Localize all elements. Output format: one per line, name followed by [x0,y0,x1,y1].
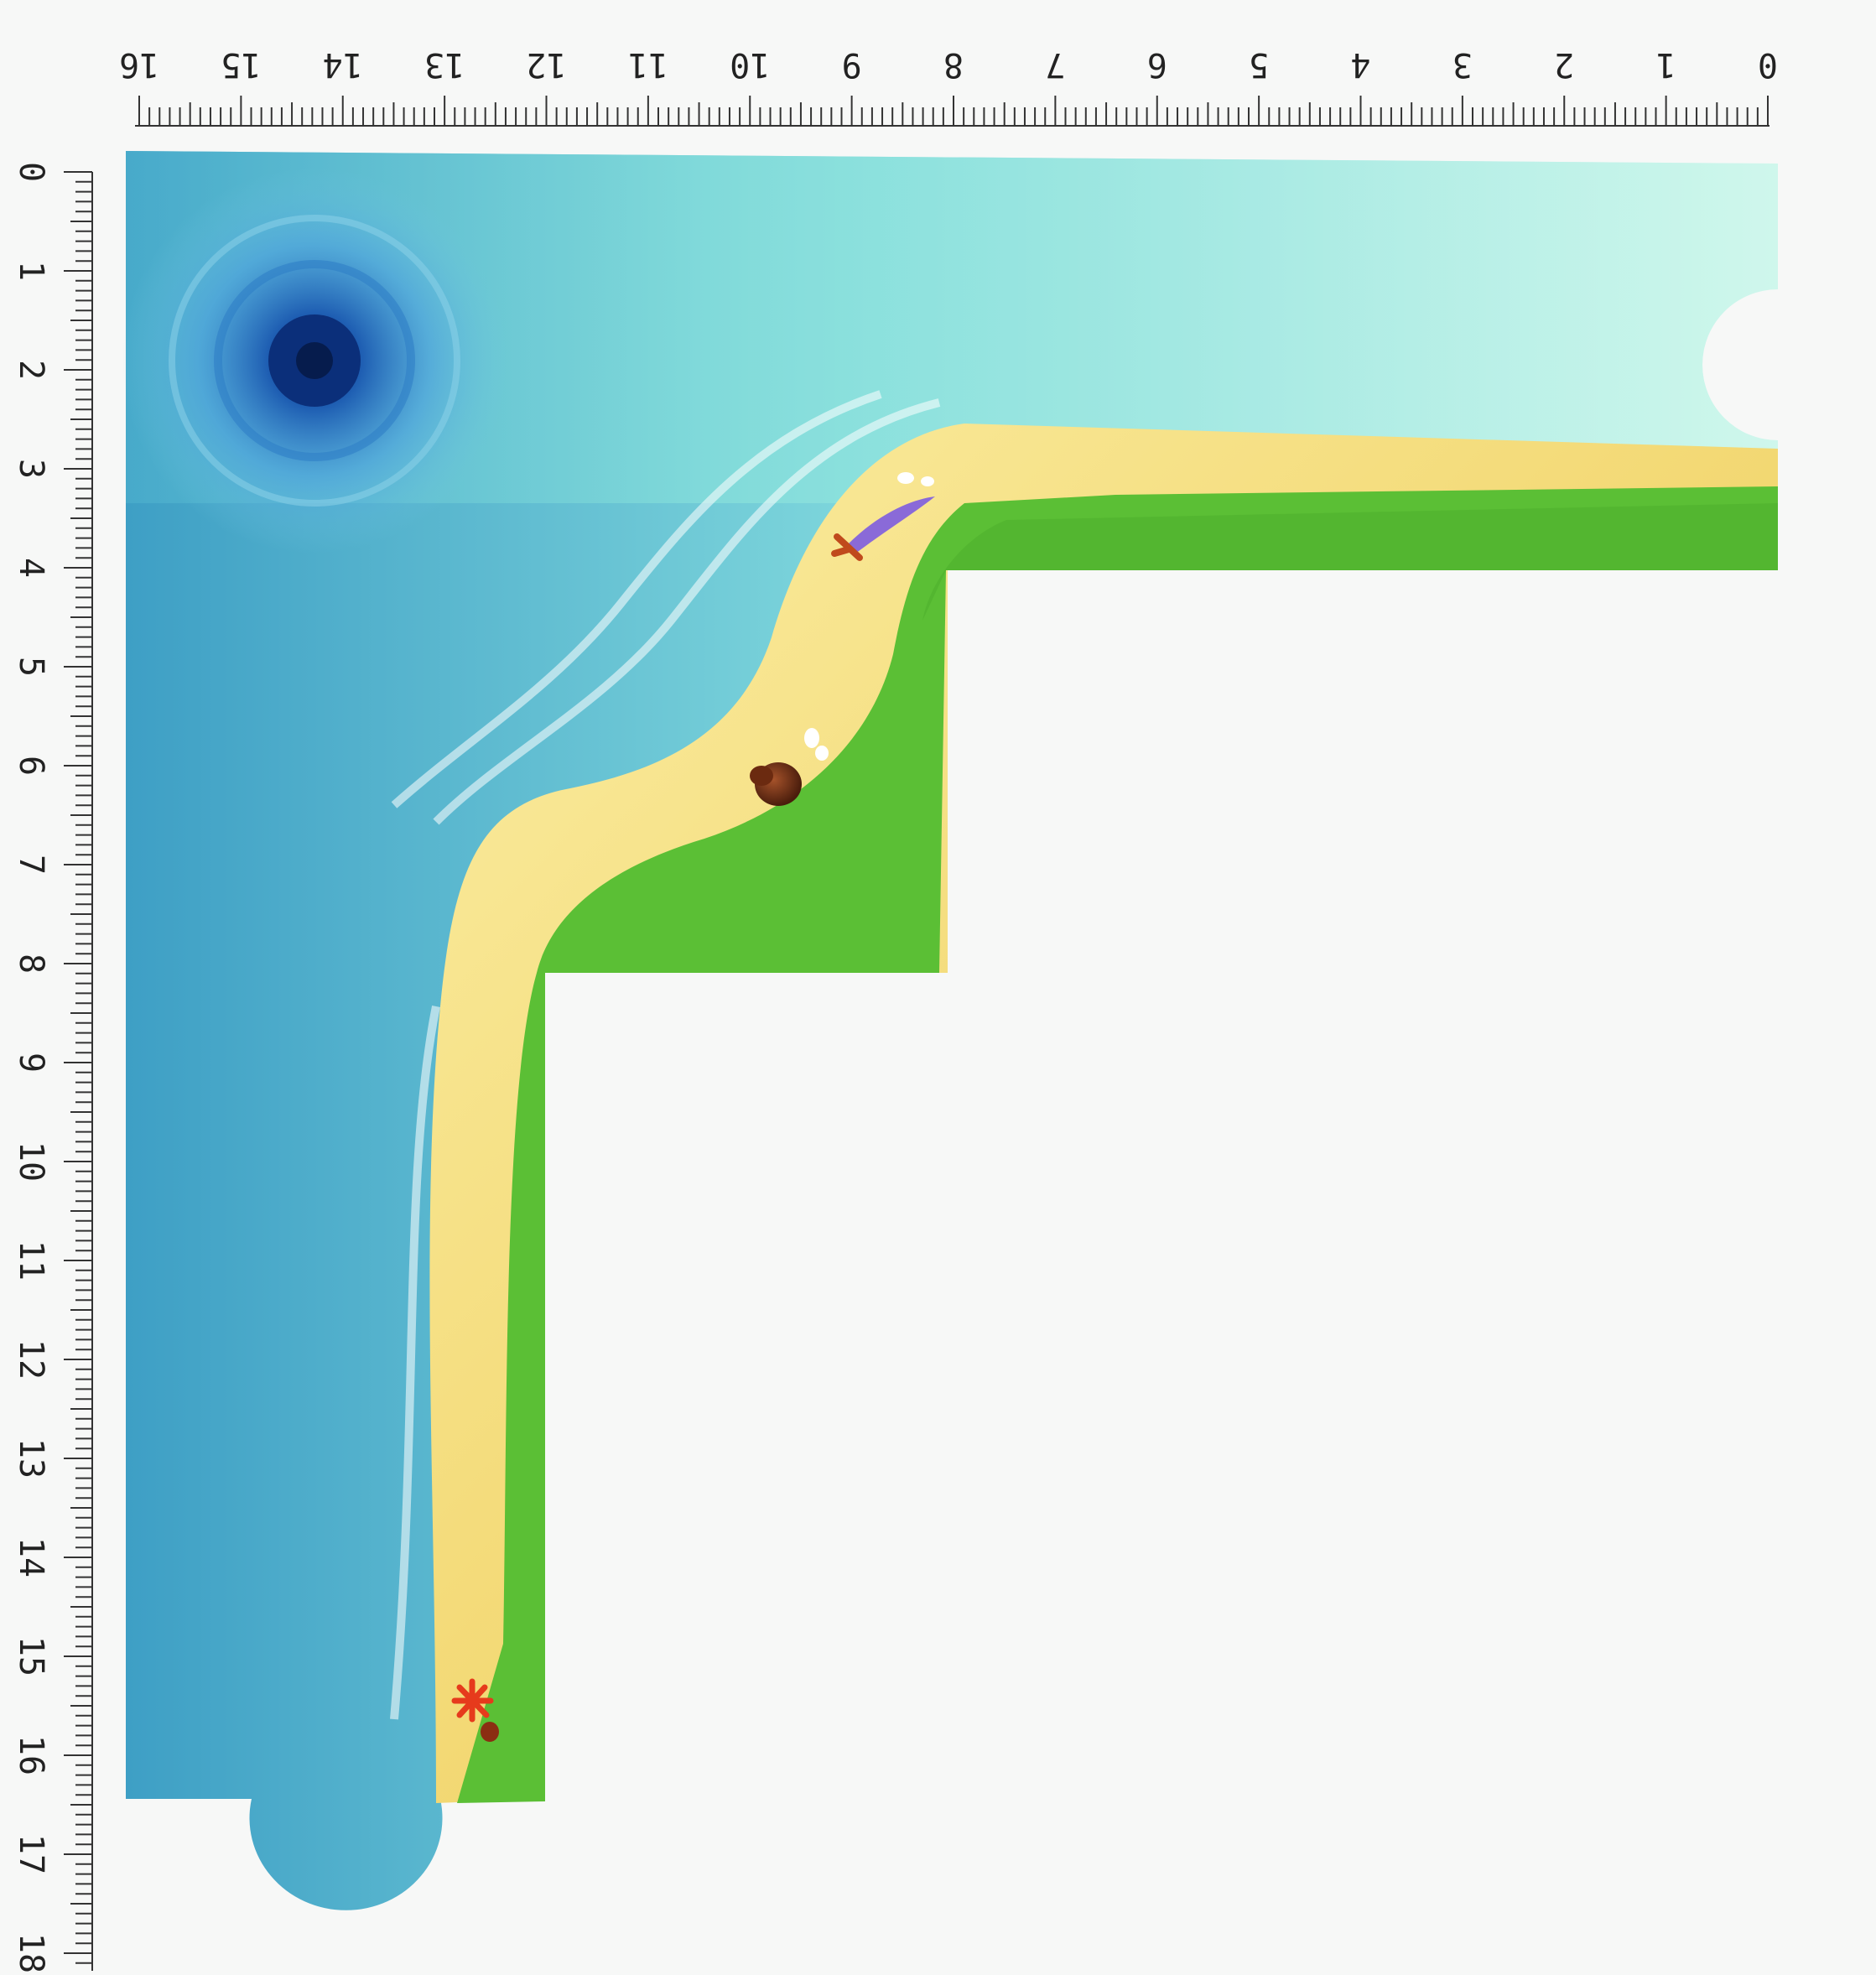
left-ruler-label: 10 [12,1141,50,1182]
left-ruler-label: 6 [12,756,50,776]
left-ruler-label: 16 [12,1735,50,1775]
top-ruler-label: 1 [1656,45,1676,84]
top-ruler-label: 6 [1147,45,1167,84]
top-ruler-label: 3 [1452,45,1473,84]
top-ruler-label: 13 [424,45,465,84]
top-ruler-label: 5 [1249,45,1269,84]
left-ruler-label: 13 [12,1438,50,1479]
pebble-icon [481,1722,499,1742]
sparkle-icon-2 [804,728,829,761]
top-ruler-label: 11 [628,45,668,84]
top-ruler-label: 12 [526,45,566,84]
left-ruler-label: 11 [12,1240,50,1281]
top-ruler-label: 0 [1758,45,1778,84]
left-ruler-label: 2 [12,360,50,380]
top-ruler-label: 15 [221,45,261,84]
top-ruler-label: 16 [119,45,159,84]
left-ruler-label: 18 [12,1933,50,1973]
grass-area [457,486,1778,1803]
top-ruler-label: 8 [943,45,964,84]
left-ruler-label: 17 [12,1834,50,1874]
sword-icon [831,496,935,561]
whirlpool-icon [122,168,507,554]
left-ruler-label: 12 [12,1339,50,1380]
left-ruler-label: 3 [12,459,50,479]
left-ruler-label: 8 [12,954,50,974]
shell-icon [750,762,802,806]
left-ruler-label: 5 [12,657,50,677]
left-ruler-label: 1 [12,261,50,281]
left-ruler-label: 4 [12,558,50,578]
foam-streaks [390,390,941,1720]
left-ruler-label: 14 [12,1537,50,1577]
top-ruler-labels: 16 15 14 13 12 11 10 9 8 7 6 5 4 3 2 1 0 [119,45,1778,84]
top-ruler-ticks [135,96,1769,127]
left-ruler-label: 9 [12,1052,50,1073]
top-ruler-label: 9 [842,45,862,84]
starfish-icon [451,1678,494,1723]
left-ruler-label: 0 [12,162,50,182]
top-ruler-label: 7 [1045,45,1065,84]
top-ruler-label: 4 [1350,45,1370,84]
top-ruler-label: 10 [730,45,770,84]
left-ruler-ticks [64,171,93,1971]
top-ruler-label: 2 [1554,45,1574,84]
top-ruler-label: 14 [323,45,363,84]
top-ruler: 16 15 14 13 12 11 10 9 8 7 6 5 4 3 2 1 0 [119,45,1778,127]
left-ruler-label: 7 [12,855,50,875]
left-ruler-label: 15 [12,1636,50,1676]
sparkle-icon [897,472,934,486]
